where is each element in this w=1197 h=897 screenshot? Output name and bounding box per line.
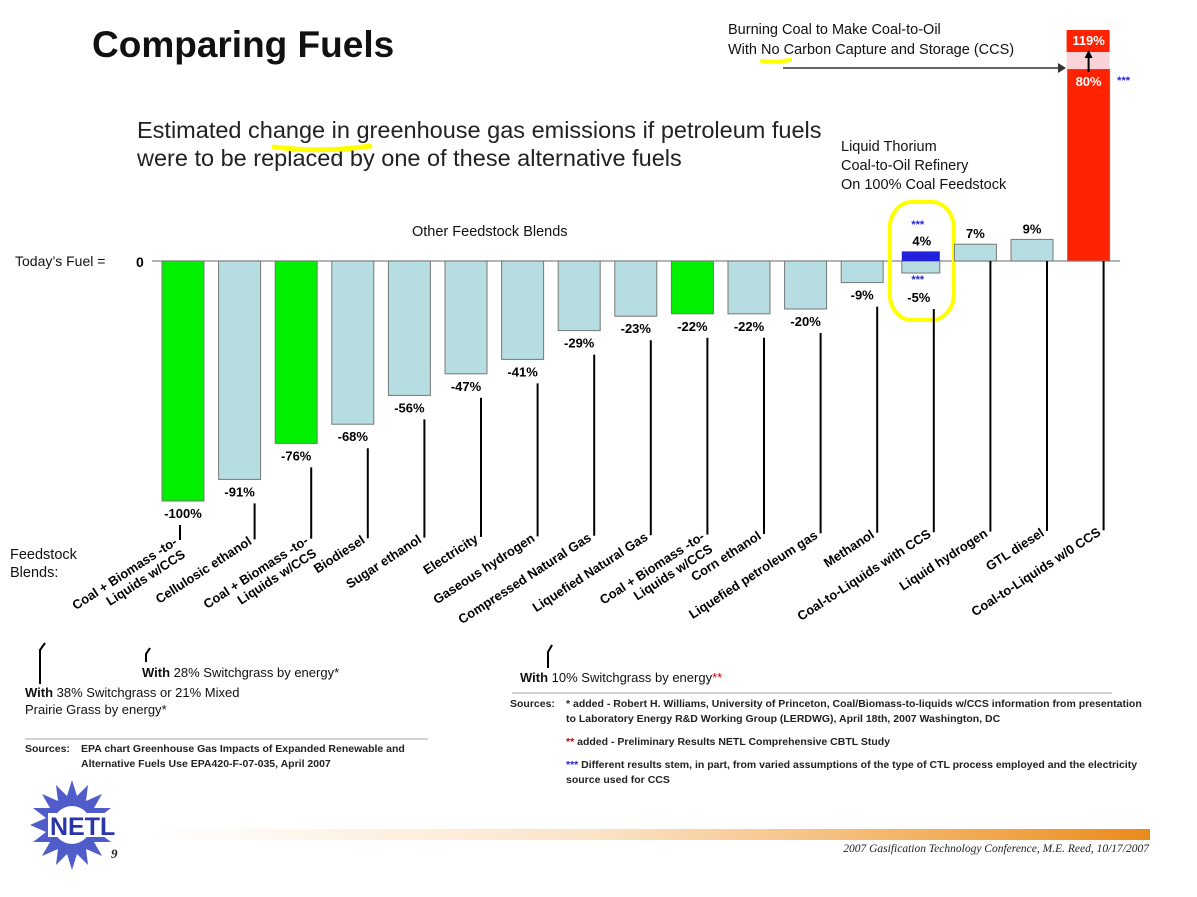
value-label-upper-extension: 119% [1072, 33, 1105, 48]
switchgrass-10-note: With 10% Switchgrass by energy** [520, 669, 722, 686]
ccs-no-underline [760, 58, 792, 64]
value-label-13: -5% [907, 290, 931, 305]
ccs-annotation: Burning Coal to Make Coal-to-Oil With No… [728, 20, 1014, 60]
value-label-15: 9% [1023, 221, 1042, 236]
note38-star: * [161, 702, 167, 717]
value-label-16: 80% [1076, 74, 1102, 89]
value-label-2: -76% [281, 448, 312, 463]
bar-7 [557, 260, 601, 332]
sources-right-head: Sources: [510, 698, 555, 710]
ccs-arrow-head [1058, 63, 1066, 73]
value-label-5: -47% [451, 379, 482, 394]
chart-subtitle: Estimated change in greenhouse gas emiss… [137, 116, 837, 172]
subtitle-highlight-underline [271, 143, 373, 153]
bar-11 [784, 260, 828, 310]
subtitle-before: Estimated [137, 117, 249, 143]
value-label-0: -100% [164, 506, 202, 521]
footer-bar [150, 829, 1150, 840]
category-label-2: Coal + Biomass -to-Liquids w/CCS [201, 533, 320, 625]
other-blends-label: Other Feedstock Blends [412, 224, 568, 240]
page-number: 9 [111, 846, 118, 861]
bracket-38 [39, 642, 46, 684]
bar-0 [161, 260, 205, 502]
switchgrass-28-note: With 28% Switchgrass by energy* [142, 664, 339, 681]
value-label-10: -22% [734, 319, 765, 334]
value-label-1: -91% [224, 484, 255, 499]
sources-right: Sources: * added - Robert H. Williams, Un… [510, 697, 1150, 788]
thorium-line1: Liquid Thorium [841, 139, 937, 155]
subtitle-highlight: change [248, 117, 326, 143]
note10-text: 10% Switchgrass by energy [548, 670, 713, 685]
footer-citation: 2007 Gasification Technology Conference,… [843, 843, 1149, 855]
bar-extension-cap [1066, 30, 1110, 52]
page-title: Comparing Fuels [92, 24, 395, 65]
thorium-annotation: Liquid Thorium Coal-to-Oil Refinery On 1… [841, 138, 1006, 195]
sources-left-text: EPA chart Greenhouse Gas Impacts of Expa… [81, 743, 405, 770]
bar-10 [727, 260, 771, 315]
value-label-11: -20% [790, 314, 821, 329]
value-label-7: -29% [564, 336, 595, 351]
sources-left-head: Sources: [25, 743, 70, 755]
value-label-range-high: 4% [912, 233, 931, 248]
bar-2 [274, 260, 318, 444]
value-label-3: -68% [338, 429, 369, 444]
category-label-0: Coal + Biomass -to-Liquids w/CCS [69, 534, 188, 626]
value-label-4: -56% [394, 400, 425, 415]
note28-star: * [334, 665, 340, 680]
star-ctl-upper: *** [911, 219, 925, 231]
note28-prefix: With [142, 665, 171, 680]
value-label-8: -23% [621, 321, 652, 336]
bar-3 [331, 260, 375, 425]
thorium-line3: On 100% Coal Feedstock [841, 177, 1007, 193]
bar-5 [444, 260, 488, 375]
value-label-9: -22% [677, 319, 708, 334]
star-ctl-no-ccs: *** [1117, 75, 1131, 87]
bar-12 [840, 260, 884, 284]
value-label-6: -41% [507, 364, 538, 379]
todays-fuel-label: Today’s Fuel = [15, 253, 106, 269]
bar-16 [1067, 68, 1111, 262]
source-3-text: Different results stem, in part, from va… [566, 759, 1138, 786]
note10-prefix: With [520, 670, 549, 685]
note38-prefix: With [25, 685, 54, 700]
bracket-28 [145, 647, 151, 662]
star-ctl-lower: *** [911, 274, 925, 286]
note38-line2: Prairie Grass by energy [25, 702, 162, 717]
netl-logo: NETL [30, 780, 144, 870]
source-1-star: * [566, 698, 571, 710]
bracket-10 [547, 644, 553, 668]
source-2-text: added - Preliminary Results NETL Compreh… [574, 736, 891, 748]
value-label-12: -9% [851, 288, 875, 303]
switchgrass-38-note: With 38% Switchgrass or 21% Mixed Prairi… [25, 684, 239, 718]
source-3-star: *** [566, 759, 579, 771]
bar-6 [501, 260, 545, 360]
ccs-annotation-highlight: No [761, 42, 780, 58]
bar-ctl-ccs-lower [901, 260, 941, 274]
feedstock-blends-label: Feedstock Blends: [10, 547, 77, 581]
extension-arrow-head [1084, 50, 1093, 58]
note38-line1: 38% Switchgrass or 21% Mixed [53, 685, 240, 700]
ccs-annotation-before: With [728, 42, 762, 58]
bar-8 [614, 260, 658, 317]
ccs-annotation-after: Carbon Capture and Storage (CCS) [779, 42, 1015, 58]
zero-tick-label: 0 [136, 254, 144, 270]
bar-9 [670, 260, 714, 315]
bar-4 [387, 260, 431, 396]
source-1-text: added - Robert H. Williams, University o… [566, 698, 1142, 725]
note10-star: ** [712, 670, 723, 685]
bar-14 [953, 243, 997, 262]
note28-text: 28% Switchgrass by energy [170, 665, 335, 680]
source-2-star: ** [566, 736, 575, 748]
highlight-ring [887, 200, 956, 322]
logo-text: NETL [50, 813, 115, 841]
bar-15 [1010, 238, 1054, 262]
sources-left: Sources: EPA chart Greenhouse Gas Impacts… [25, 742, 435, 772]
thorium-line2: Coal-to-Oil Refinery [841, 158, 969, 174]
value-label-14: 7% [966, 226, 985, 241]
bar-1 [218, 260, 262, 480]
ccs-annotation-line1: Burning Coal to Make Coal-to-Oil [728, 22, 941, 38]
subtitle-after: in greenhouse gas emissions if petroleum… [137, 117, 822, 171]
bar-ctl-ccs-upper [901, 251, 940, 261]
